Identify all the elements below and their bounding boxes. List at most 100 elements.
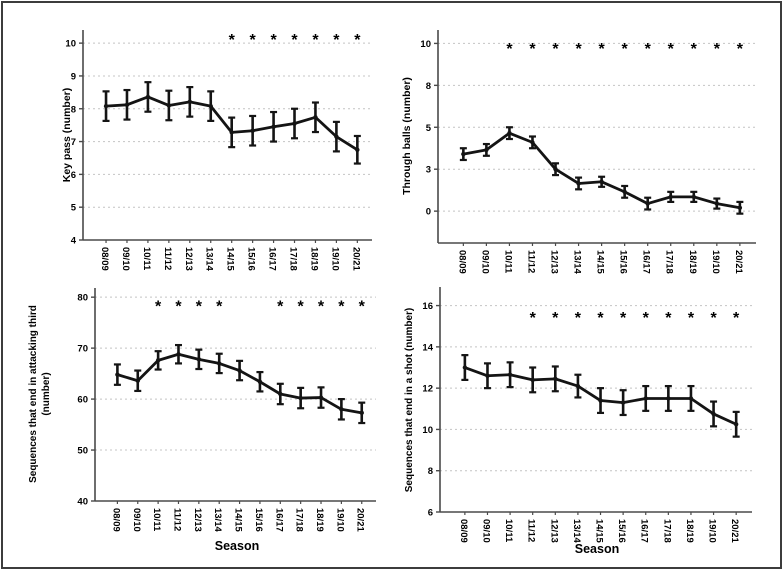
y-tick-label: 8	[71, 104, 76, 115]
significance-asterisk: *	[575, 310, 582, 327]
y-axis-title-through-balls: Through balls (number)	[401, 77, 413, 195]
significance-asterisk: *	[598, 41, 605, 58]
data-point	[196, 357, 202, 362]
significance-asterisk: *	[710, 310, 717, 327]
significance-asterisk: *	[312, 32, 319, 49]
data-point	[135, 378, 140, 383]
x-tick-label: 13/14	[572, 250, 583, 274]
y-tick-label: 10	[420, 39, 431, 50]
y-axis-title-key-pass: Key pass (number)	[61, 87, 73, 183]
significance-asterisk: *	[155, 298, 162, 315]
data-point	[714, 201, 720, 206]
data-point	[237, 368, 242, 373]
significance-asterisk: *	[668, 41, 675, 58]
significance-asterisk: *	[552, 310, 559, 327]
x-tick-label: 08/09	[99, 247, 110, 271]
x-tick-label: 11/12	[526, 519, 537, 542]
y-tick-label: 10	[422, 425, 433, 436]
x-tick-label: 08/09	[456, 250, 467, 274]
data-point	[271, 124, 276, 129]
y-tick-label: 6	[428, 508, 433, 519]
data-point	[229, 130, 234, 135]
data-point	[530, 377, 535, 383]
data-point	[484, 147, 489, 153]
x-tick-label: 17/18	[661, 519, 672, 543]
y-tick-label: 6	[71, 170, 76, 181]
significance-asterisk: *	[338, 298, 345, 315]
y-tick-label: 0	[426, 207, 431, 218]
data-point	[115, 372, 120, 377]
significance-asterisk: *	[691, 41, 698, 58]
x-tick-label: 12/13	[548, 519, 559, 543]
x-tick-label: 09/10	[479, 250, 490, 274]
x-tick-label: 18/19	[687, 250, 698, 274]
data-point	[553, 376, 558, 382]
data-point	[103, 103, 109, 109]
data-point	[124, 102, 130, 108]
x-tick-label: 19/10	[334, 508, 345, 532]
y-axis-title-attacking-third-line1: Sequences that end in attacking third	[28, 305, 39, 483]
significance-asterisk: *	[733, 310, 740, 327]
data-point	[339, 407, 344, 412]
data-point	[298, 395, 303, 401]
x-tick-label: 13/14	[204, 247, 215, 271]
significance-asterisk: *	[597, 310, 604, 327]
data-point	[187, 99, 193, 105]
x-tick-label: 16/17	[641, 250, 652, 274]
chart-attacking-third: 40 50 60 70 80 08/09 09/10 10/11 11/12 12/13 13/14…	[77, 288, 376, 532]
data-point	[645, 201, 650, 206]
x-tick-label: 16/17	[267, 247, 278, 271]
data-point	[155, 358, 161, 363]
x-tick-label: 18/19	[308, 247, 319, 271]
x-tick-label: 20/21	[729, 519, 740, 543]
x-axis-title-season-right: Season	[574, 542, 620, 556]
y-tick-label: 14	[422, 342, 433, 353]
x-tick-label: 13/14	[212, 508, 223, 532]
significance-asterisk: *	[175, 298, 182, 315]
y-axis-title-shots: Sequences that end in a shot (number)	[404, 307, 415, 493]
significance-asterisk: *	[645, 41, 652, 58]
data-point	[485, 373, 490, 378]
x-tick-label: 10/11	[503, 519, 514, 543]
data-point	[217, 361, 222, 366]
significance-asterisk: *	[298, 298, 305, 315]
data-point	[208, 103, 213, 109]
data-point	[711, 411, 716, 417]
data-point	[278, 391, 283, 397]
significance-asterisk: *	[643, 310, 650, 327]
x-tick-label: 18/19	[684, 519, 695, 543]
y-tick-label: 12	[422, 384, 433, 395]
significance-asterisk: *	[506, 41, 513, 58]
significance-asterisk: *	[318, 298, 325, 315]
data-point	[166, 103, 172, 108]
data-point	[507, 372, 513, 377]
data-point	[145, 94, 151, 100]
significance-asterisk: *	[354, 32, 361, 49]
x-tick-label: 10/11	[151, 508, 162, 532]
data-point	[576, 181, 581, 186]
x-tick-label: 15/16	[253, 508, 264, 532]
data-point	[334, 134, 339, 139]
significance-asterisk: *	[529, 41, 536, 58]
y-tick-label: 10	[65, 39, 76, 50]
data-point	[250, 128, 255, 133]
significance-asterisk: *	[688, 310, 695, 327]
x-tick-label: 12/13	[192, 508, 203, 532]
x-tick-label: 13/14	[571, 519, 582, 543]
data-point	[355, 147, 360, 152]
x-tick-label: 12/13	[549, 250, 560, 274]
x-tick-label: 19/10	[707, 519, 718, 543]
x-tick-label: 19/10	[329, 247, 340, 271]
y-tick-label: 80	[77, 293, 88, 304]
significance-asterisk: *	[196, 298, 203, 315]
x-tick-label: 17/18	[664, 250, 675, 274]
data-point	[620, 400, 626, 405]
y-tick-label: 40	[77, 497, 88, 508]
data-point	[691, 194, 696, 200]
y-tick-label: 50	[77, 446, 88, 457]
y-tick-label: 16	[422, 301, 433, 312]
significance-asterisk: *	[620, 310, 627, 327]
x-tick-label: 11/12	[525, 250, 536, 273]
x-tick-label: 14/15	[225, 247, 236, 271]
